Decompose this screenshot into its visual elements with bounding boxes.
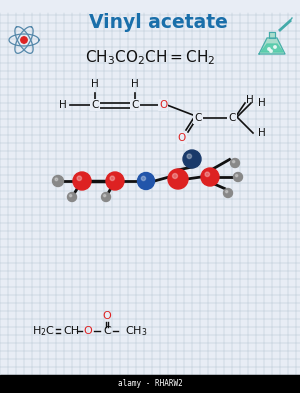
Circle shape	[270, 50, 272, 52]
Circle shape	[168, 169, 188, 189]
Circle shape	[110, 176, 115, 180]
Circle shape	[201, 168, 219, 186]
Circle shape	[232, 160, 235, 163]
Text: CH: CH	[63, 326, 79, 336]
Circle shape	[106, 172, 124, 190]
Polygon shape	[261, 44, 283, 52]
Text: O: O	[159, 100, 167, 110]
Circle shape	[103, 195, 106, 197]
Circle shape	[187, 154, 192, 158]
Text: $\mathsf{CH_3CO_2CH{=}CH_2}$: $\mathsf{CH_3CO_2CH{=}CH_2}$	[85, 49, 215, 67]
Text: O: O	[103, 311, 111, 321]
Circle shape	[268, 48, 270, 50]
Text: C: C	[103, 326, 111, 336]
Circle shape	[230, 158, 239, 167]
Circle shape	[55, 178, 58, 181]
Circle shape	[141, 176, 146, 180]
Circle shape	[183, 150, 201, 168]
Bar	[0, 375, 300, 393]
Text: C: C	[194, 113, 202, 123]
Circle shape	[224, 189, 232, 198]
Text: $\mathsf{CH_3}$: $\mathsf{CH_3}$	[125, 324, 148, 338]
Circle shape	[236, 174, 238, 177]
Circle shape	[21, 37, 27, 43]
Text: C: C	[228, 113, 236, 123]
Text: C: C	[131, 100, 139, 110]
Text: $\mathsf{H_2C}$: $\mathsf{H_2C}$	[32, 324, 55, 338]
Text: H: H	[59, 100, 67, 110]
Text: Vinyl acetate: Vinyl acetate	[88, 13, 227, 33]
Text: H: H	[246, 95, 254, 105]
Circle shape	[226, 191, 228, 193]
Circle shape	[73, 172, 91, 190]
Text: C: C	[91, 100, 99, 110]
Text: O: O	[178, 133, 186, 143]
Polygon shape	[269, 32, 275, 38]
Circle shape	[233, 173, 242, 182]
Circle shape	[52, 176, 64, 187]
Polygon shape	[259, 38, 285, 54]
Circle shape	[101, 193, 110, 202]
Circle shape	[77, 176, 82, 180]
Text: H: H	[258, 98, 266, 108]
Circle shape	[137, 173, 154, 189]
Text: alamy - RHARW2: alamy - RHARW2	[118, 380, 182, 389]
Circle shape	[68, 193, 76, 202]
Text: O: O	[84, 326, 92, 336]
Circle shape	[205, 172, 210, 176]
Circle shape	[274, 46, 276, 48]
Text: H: H	[91, 79, 99, 89]
Text: H: H	[131, 79, 139, 89]
Circle shape	[172, 173, 178, 178]
Text: H: H	[258, 128, 266, 138]
Circle shape	[70, 195, 72, 197]
